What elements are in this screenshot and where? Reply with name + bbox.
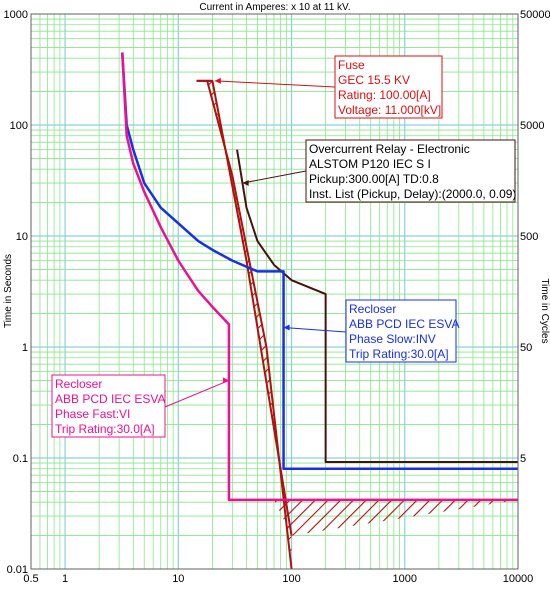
chart-title: Current in Amperes: x 10 at 11 kV. [199,2,350,13]
annotation-line: Overcurrent Relay - Electronic [309,142,470,156]
fuse-lower-hatch [274,499,518,536]
y2-tick-label: 50 [520,342,532,354]
y-tick-label: 0.1 [13,453,28,465]
slow_box-frame [345,299,457,363]
hatch-regions [196,80,518,569]
relay_box-arrowhead [242,180,249,187]
annotation-arrows [164,77,347,408]
plot-frame [30,13,519,570]
annotation-line: Recloser [55,377,102,391]
fuse_box-arrow [214,80,336,88]
y-tick-label: 1 [22,342,28,354]
annotation-line: Rating: 100.00[A] [338,88,431,102]
slow_box-arrow [283,326,347,333]
fast_box-arrow [164,379,230,408]
x-tick-label: 1 [62,573,68,585]
y-tick-label: 1000 [4,9,28,21]
slow_box-arrowhead [283,324,290,331]
annotation-line: GEC 15.5 KV [338,73,410,87]
fast_box-frame [51,374,166,438]
tick-labels: 0.5 1 10 100 1000 10000 0.01 0.1 1 10 100 1000 5 50 50… [4,9,550,585]
annotation-line: Recloser [349,302,396,316]
annotation-line: Phase Fast:VI [55,407,130,421]
x-tick-label: 1000 [393,573,417,585]
y2-tick-label: 5 [520,453,526,465]
annotation-line: Voltage: 11.000[kV] [338,103,441,117]
grid [31,14,518,569]
y2-tick-label: 5000 [520,120,544,132]
annotation-line: Phase Slow:INV [349,332,436,346]
y-tick-label: 0.01 [7,564,28,576]
series-recloser_slow [121,52,518,471]
annotation-line: ABB PCD IEC ESVA [55,392,165,406]
relay_box-frame [305,139,516,203]
fast_box-arrowhead [222,377,229,384]
relay_box-arrow [242,170,307,184]
y2-axis-label: Time in Cycles [539,278,550,343]
y-tick-label: 100 [10,120,28,132]
annotation-line: Inst. List (Pickup, Delay):(2000.0, 0.09… [309,187,516,201]
fuse_box-arrowhead [214,77,221,84]
y2-tick-label: 50000 [520,9,550,21]
annotation-line: Pickup:300.00[A] TD:0.8 [309,172,439,186]
annotation-line: Trip Rating:30.0[A] [349,347,449,361]
x-tick-label: 0.5 [23,573,38,585]
annotation-line: Fuse [338,58,365,72]
y2-tick-label: 500 [520,231,538,243]
series-fuse_right [206,80,293,570]
x-tick-label: 10 [172,573,184,585]
x-tick-label: 10000 [503,573,534,585]
y-axis-label: Time in Seconds [3,254,14,328]
series-recloser_fast [121,52,518,502]
y-tick-label: 10 [16,231,28,243]
x-tick-label: 100 [282,573,300,585]
series [121,52,518,570]
annotation-line: ABB PCD IEC ESVA [349,317,459,331]
annotation-line: ALSTOM P120 IEC S I [309,157,431,171]
fuse_box-frame [334,55,443,119]
annotation-line: Trip Rating:30.0[A] [55,422,155,436]
